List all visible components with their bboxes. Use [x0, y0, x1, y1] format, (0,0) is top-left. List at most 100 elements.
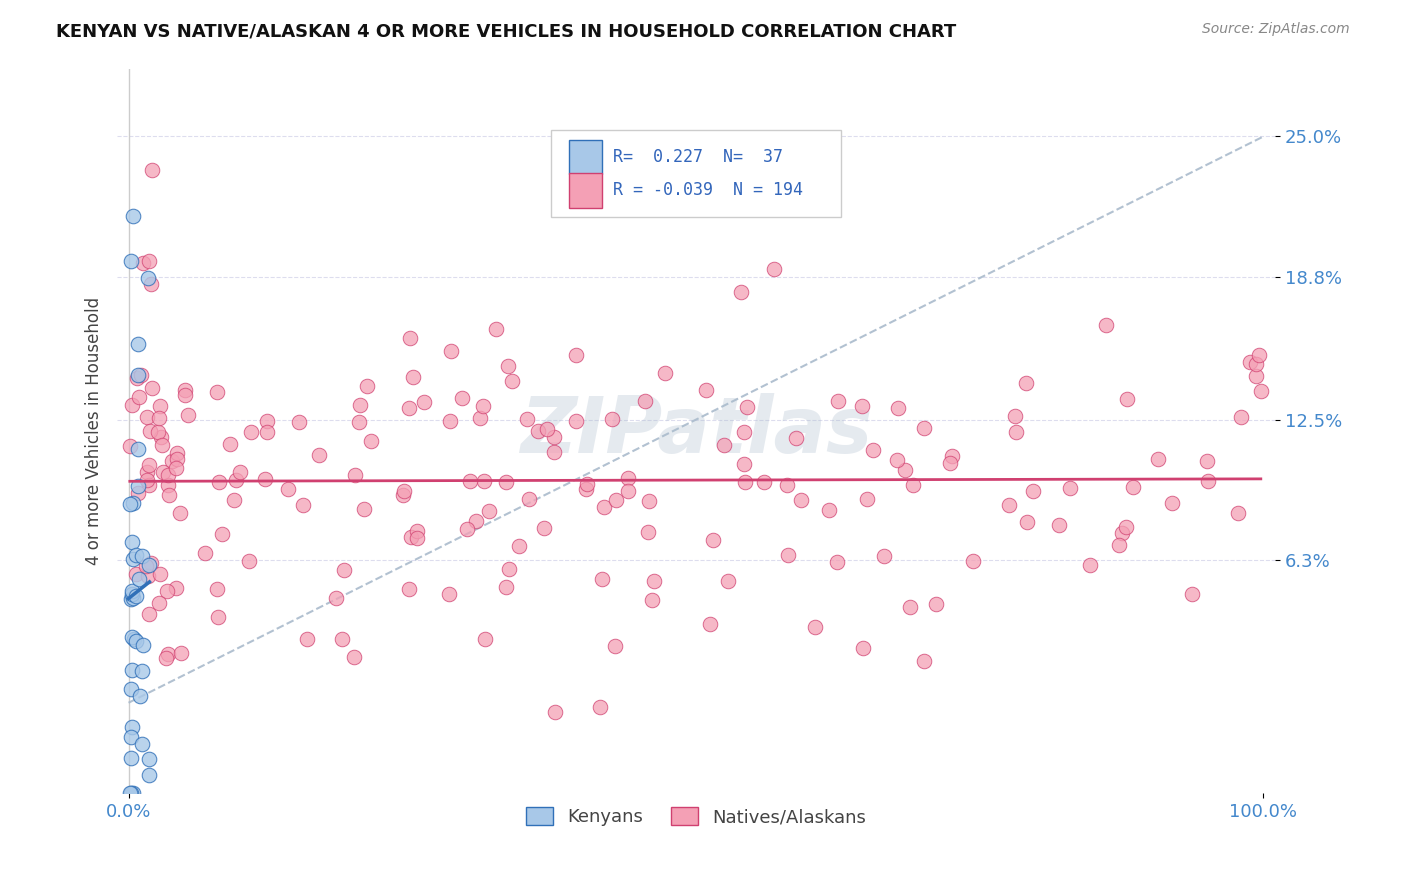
Point [127, 368, 149, 383]
Point [1230, 409, 1253, 424]
Point [127, 337, 149, 351]
Point [138, 458, 160, 472]
Point [353, 501, 375, 516]
Point [149, 430, 172, 444]
Point [456, 522, 478, 536]
Point [157, 488, 180, 502]
Point [439, 413, 461, 427]
Point [818, 503, 841, 517]
Point [295, 632, 318, 647]
Point [132, 638, 155, 652]
Point [1250, 384, 1272, 398]
Point [543, 429, 565, 443]
Point [132, 256, 155, 270]
Point [827, 555, 849, 569]
Point [1122, 480, 1144, 494]
Point [211, 527, 233, 541]
Point [641, 592, 664, 607]
Text: R = -0.039  N = 194: R = -0.039 N = 194 [613, 181, 803, 199]
Point [122, 632, 145, 646]
Point [194, 546, 217, 560]
Point [496, 359, 519, 373]
Point [136, 473, 159, 487]
Point [121, 786, 143, 800]
Point [121, 584, 143, 599]
Point [138, 254, 160, 268]
Point [754, 475, 776, 490]
Point [472, 399, 495, 413]
Point [131, 737, 153, 751]
Point [778, 549, 800, 563]
Point [177, 408, 200, 422]
Point [121, 664, 143, 678]
Point [148, 425, 170, 440]
Point [1004, 425, 1026, 439]
Point [776, 478, 799, 492]
Point [1244, 369, 1267, 384]
Point [1108, 538, 1130, 552]
Point [155, 651, 177, 665]
Point [925, 597, 948, 611]
Point [157, 478, 180, 492]
Point [898, 599, 921, 614]
Point [121, 587, 143, 601]
Point [451, 391, 474, 405]
Point [412, 395, 434, 409]
Point [702, 533, 724, 548]
Point [474, 632, 496, 646]
Point [128, 573, 150, 587]
Point [141, 381, 163, 395]
Point [131, 549, 153, 563]
Point [600, 411, 623, 425]
Point [501, 374, 523, 388]
Point [1197, 474, 1219, 488]
Point [508, 539, 530, 553]
Point [138, 607, 160, 622]
Point [468, 411, 491, 425]
Point [343, 650, 366, 665]
Point [125, 549, 148, 563]
Point [617, 471, 640, 485]
Point [170, 646, 193, 660]
Text: R=  0.227  N=  37: R= 0.227 N= 37 [613, 148, 783, 166]
Point [120, 786, 142, 800]
Point [1059, 481, 1081, 495]
Point [827, 393, 849, 408]
Point [149, 399, 172, 413]
Point [120, 592, 142, 607]
Point [495, 580, 517, 594]
Point [121, 398, 143, 412]
Point [292, 498, 315, 512]
FancyBboxPatch shape [568, 139, 602, 174]
Point [208, 475, 231, 489]
Point [122, 552, 145, 566]
Point [1147, 452, 1170, 467]
Point [643, 574, 665, 588]
Point [575, 482, 598, 496]
Point [912, 421, 935, 435]
Point [495, 475, 517, 489]
Point [1115, 519, 1137, 533]
Point [637, 493, 659, 508]
Point [240, 425, 263, 439]
Point [138, 425, 160, 439]
Point [914, 654, 936, 668]
Point [498, 561, 520, 575]
Legend: Kenyans, Natives/Alaskans: Kenyans, Natives/Alaskans [517, 797, 875, 835]
Point [121, 720, 143, 734]
Point [166, 451, 188, 466]
Point [398, 401, 420, 415]
FancyBboxPatch shape [551, 130, 841, 217]
Point [141, 163, 163, 178]
Point [138, 752, 160, 766]
Point [402, 370, 425, 384]
Point [464, 514, 486, 528]
Point [1244, 357, 1267, 371]
Point [862, 443, 884, 458]
Point [717, 574, 740, 588]
Point [941, 449, 963, 463]
Point [1095, 318, 1118, 332]
Point [713, 438, 735, 452]
Point [141, 556, 163, 570]
Point [277, 482, 299, 496]
